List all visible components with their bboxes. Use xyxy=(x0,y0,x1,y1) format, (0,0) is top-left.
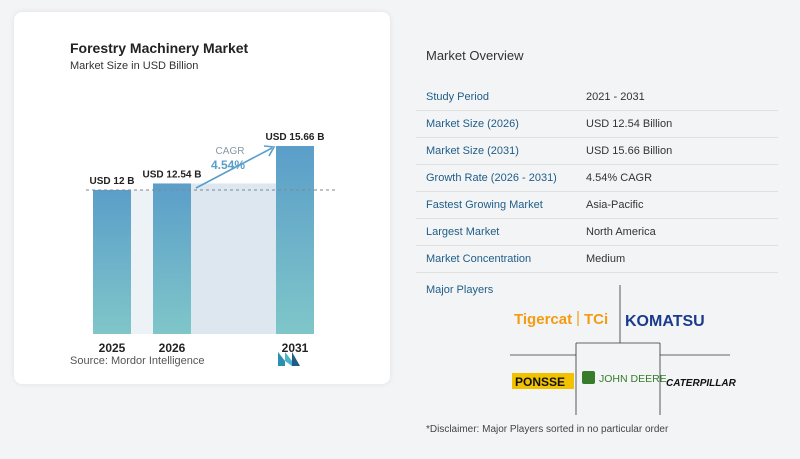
disclaimer-text: *Disclaimer: Major Players sorted in no … xyxy=(426,424,669,435)
chart-subtitle: Market Size in USD Billion xyxy=(70,60,199,72)
bar-chart: USD 12 B USD 12.54 B USD 15.66 B 2025 2026 20… xyxy=(86,132,336,355)
john-deere-logo: JOHN DEERE xyxy=(599,373,667,385)
projection-shade xyxy=(191,183,276,334)
caterpillar-logo: CATERPILLAR xyxy=(666,378,737,389)
x-tick-2026: 2026 xyxy=(159,341,186,355)
ponsse-logo: PONSSE xyxy=(515,375,565,389)
mordor-intelligence-logo xyxy=(278,352,300,366)
tci-logo: TCi xyxy=(584,311,608,328)
overview-row: Market Concentration Medium xyxy=(416,246,778,273)
chart-card: USD 12 B USD 12.54 B USD 15.66 B 2025 2026 20… xyxy=(14,12,390,384)
major-players-title: Major Players xyxy=(426,284,494,296)
overview-value: 4.54% CAGR xyxy=(586,172,653,184)
cagr-arrow-head xyxy=(263,145,276,157)
overview-label: Market Size (2031) xyxy=(426,145,519,157)
overview-value: Medium xyxy=(586,253,626,265)
overview-row: Fastest Growing Market Asia-Pacific xyxy=(416,192,778,219)
bar-2025 xyxy=(93,189,131,334)
overview-row: Largest Market North America xyxy=(416,219,778,246)
overview-label: Fastest Growing Market xyxy=(426,199,543,211)
john-deere-icon xyxy=(582,371,595,384)
bar-2026 xyxy=(153,183,191,334)
ponsse-logo-box xyxy=(512,373,574,389)
overview-row: Market Size (2026) USD 12.54 Billion xyxy=(416,111,778,138)
gap-shade xyxy=(131,189,153,334)
x-tick-2031: 2031 xyxy=(282,341,309,355)
overview-value: North America xyxy=(586,226,656,238)
overview-label: Market Concentration xyxy=(426,253,532,265)
cagr-value: 4.54% xyxy=(211,158,245,172)
overview-label: Market Size (2026) xyxy=(426,118,519,130)
overview-label: Growth Rate (2026 - 2031) xyxy=(426,172,557,184)
value-label-2026: USD 12.54 B xyxy=(143,169,202,180)
overview-title: Market Overview xyxy=(426,48,524,63)
bar-2031 xyxy=(276,146,314,334)
overview-row: Market Size (2031) USD 15.66 Billion xyxy=(416,138,778,165)
chart-title: Forestry Machinery Market xyxy=(70,40,249,56)
overview-value: Asia-Pacific xyxy=(586,199,644,211)
cagr-label: CAGR xyxy=(216,146,245,157)
cagr-arrow xyxy=(195,147,273,189)
overview-row: Growth Rate (2026 - 2031) 4.54% CAGR xyxy=(416,165,778,192)
source-text: Source: Mordor Intelligence xyxy=(70,355,205,367)
tigercat-logo: Tigercat xyxy=(514,311,572,328)
overview-value: USD 12.54 Billion xyxy=(586,118,673,130)
overview-table: Study Period 2021 - 2031 Market Size (20… xyxy=(416,84,778,273)
overview-label: Largest Market xyxy=(426,226,500,238)
overview-row: Study Period 2021 - 2031 xyxy=(416,84,778,111)
overview-value: 2021 - 2031 xyxy=(586,91,645,103)
overview-value: USD 15.66 Billion xyxy=(586,145,673,157)
x-tick-2025: 2025 xyxy=(99,341,126,355)
overview-label: Study Period xyxy=(426,91,489,103)
value-label-2031: USD 15.66 B xyxy=(266,132,325,143)
value-label-2025: USD 12 B xyxy=(89,176,134,187)
major-players-logos: Tigercat TCi KOMATSU PONSSE JOHN DEERE C… xyxy=(510,285,737,415)
komatsu-logo: KOMATSU xyxy=(625,313,705,330)
